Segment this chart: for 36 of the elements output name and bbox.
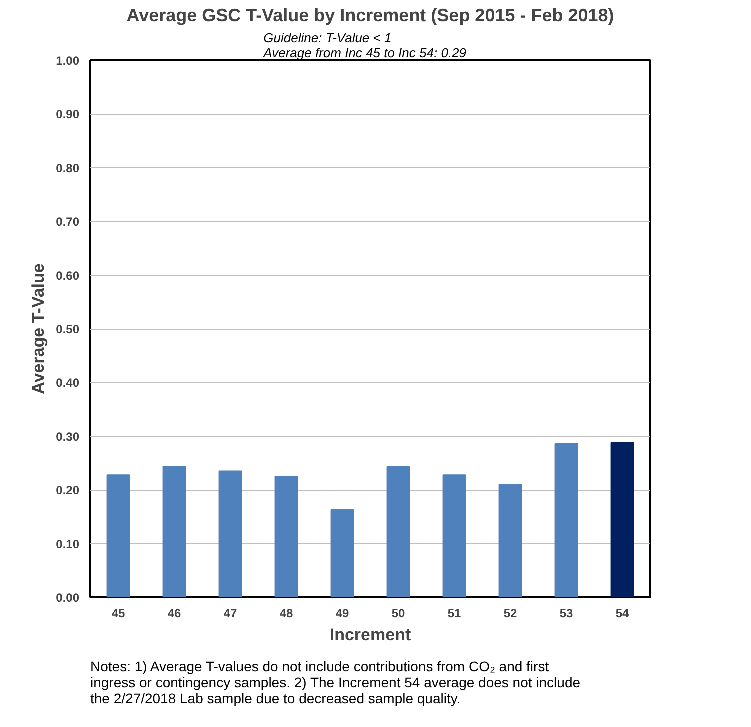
bar <box>386 466 410 598</box>
y-tick-label: 0.10 <box>56 537 80 552</box>
y-tick-label: 1.00 <box>56 54 80 68</box>
bar <box>274 476 298 598</box>
text: Notes: 1) Average T-values do not include contributions from CO₂ and first ingress or contingency samples. 2) The Increment 54 average does not include the 2/27/2018 Lab sample due to decreased sample quality. <box>90 658 581 706</box>
bar <box>498 484 522 598</box>
y-tick-label: 0.20 <box>56 484 80 498</box>
x-tick-label: 49 <box>336 606 350 620</box>
x-tick-label: 47 <box>224 606 238 620</box>
y-axis-title: Average T-Value <box>29 264 48 394</box>
bar <box>218 470 242 598</box>
bar <box>106 474 130 598</box>
bar <box>554 443 578 598</box>
x-axis-title: Increment <box>330 626 412 644</box>
x-tick-label: 54 <box>616 606 630 620</box>
x-tick-label: 46 <box>168 606 182 620</box>
y-tick-label: 0.80 <box>56 161 80 176</box>
y-tick-label: 0.70 <box>56 215 80 230</box>
y-tick-label: 0.60 <box>56 268 80 283</box>
chart-subtitle: Guideline: T-Value < 1 Average from Inc 45 to Inc 54: 0.29 <box>262 30 466 60</box>
x-tick-label: 53 <box>560 606 574 620</box>
x-tick-label: 50 <box>392 606 406 620</box>
chart-title: Average GSC T-Value by Increment (Sep 2015 - Feb 2018) <box>126 6 614 26</box>
bar <box>610 442 634 598</box>
x-tick-label: 51 <box>448 606 462 620</box>
x-tick-label: 45 <box>112 606 126 620</box>
y-tick-label: 0.90 <box>56 108 80 122</box>
x-tick-label: 52 <box>504 606 518 620</box>
bar <box>330 509 354 598</box>
x-tick-label: 48 <box>280 606 294 620</box>
y-tick-label: 0.30 <box>56 430 80 444</box>
y-tick-label: 0.00 <box>56 591 80 605</box>
y-tick-label: 0.50 <box>56 322 80 336</box>
bar <box>162 466 186 598</box>
y-tick-label: 0.40 <box>56 376 80 390</box>
bar <box>442 474 466 598</box>
